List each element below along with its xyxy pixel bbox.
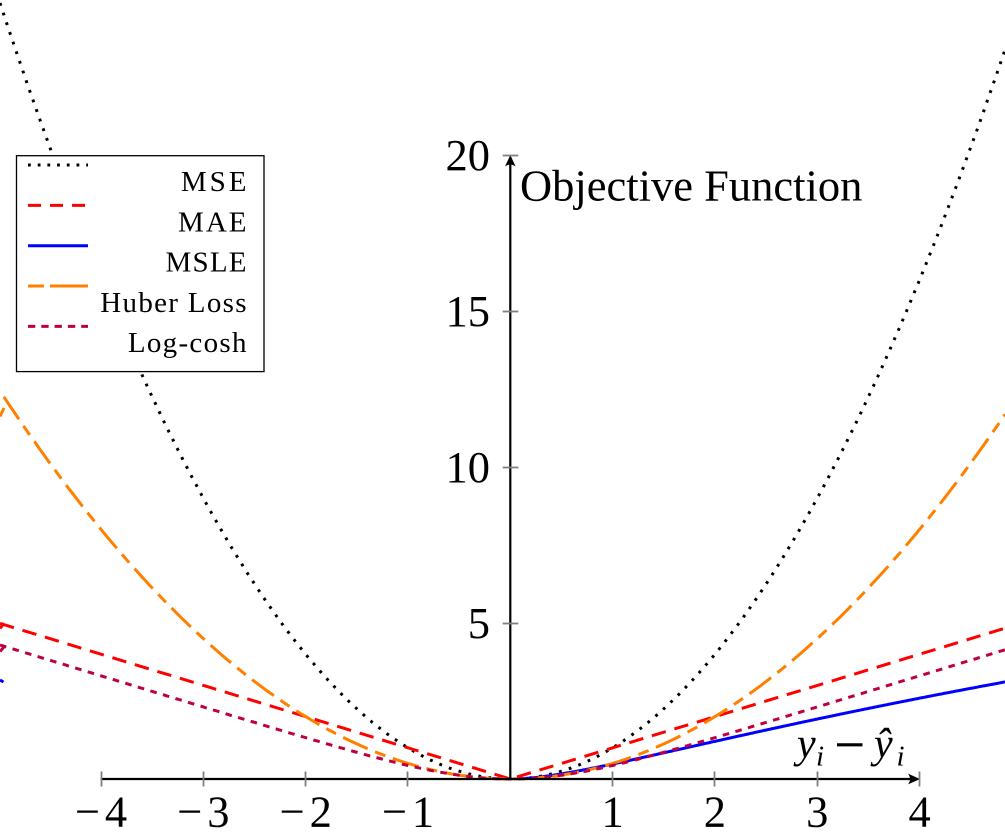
svg-text:Huber Loss: Huber Loss <box>100 287 248 319</box>
svg-text:Log-cosh: Log-cosh <box>128 327 248 359</box>
svg-text:−2: −2 <box>280 787 337 837</box>
svg-text:−3: −3 <box>177 787 234 837</box>
svg-text:10: 10 <box>446 442 491 492</box>
svg-text:−4: −4 <box>75 787 132 837</box>
svg-text:1: 1 <box>601 787 623 837</box>
svg-text:−1: −1 <box>382 787 439 837</box>
svg-text:4: 4 <box>908 787 930 837</box>
svg-text:3: 3 <box>806 787 828 837</box>
svg-text:MSLE: MSLE <box>166 247 248 279</box>
svg-text:2: 2 <box>704 787 726 837</box>
svg-text:MAE: MAE <box>178 206 248 238</box>
svg-text:15: 15 <box>446 286 491 336</box>
svg-text:MSE: MSE <box>181 166 250 198</box>
svg-text:20: 20 <box>446 130 491 180</box>
svg-text:Objective Function: Objective Function <box>520 160 862 210</box>
svg-text:5: 5 <box>468 598 490 648</box>
